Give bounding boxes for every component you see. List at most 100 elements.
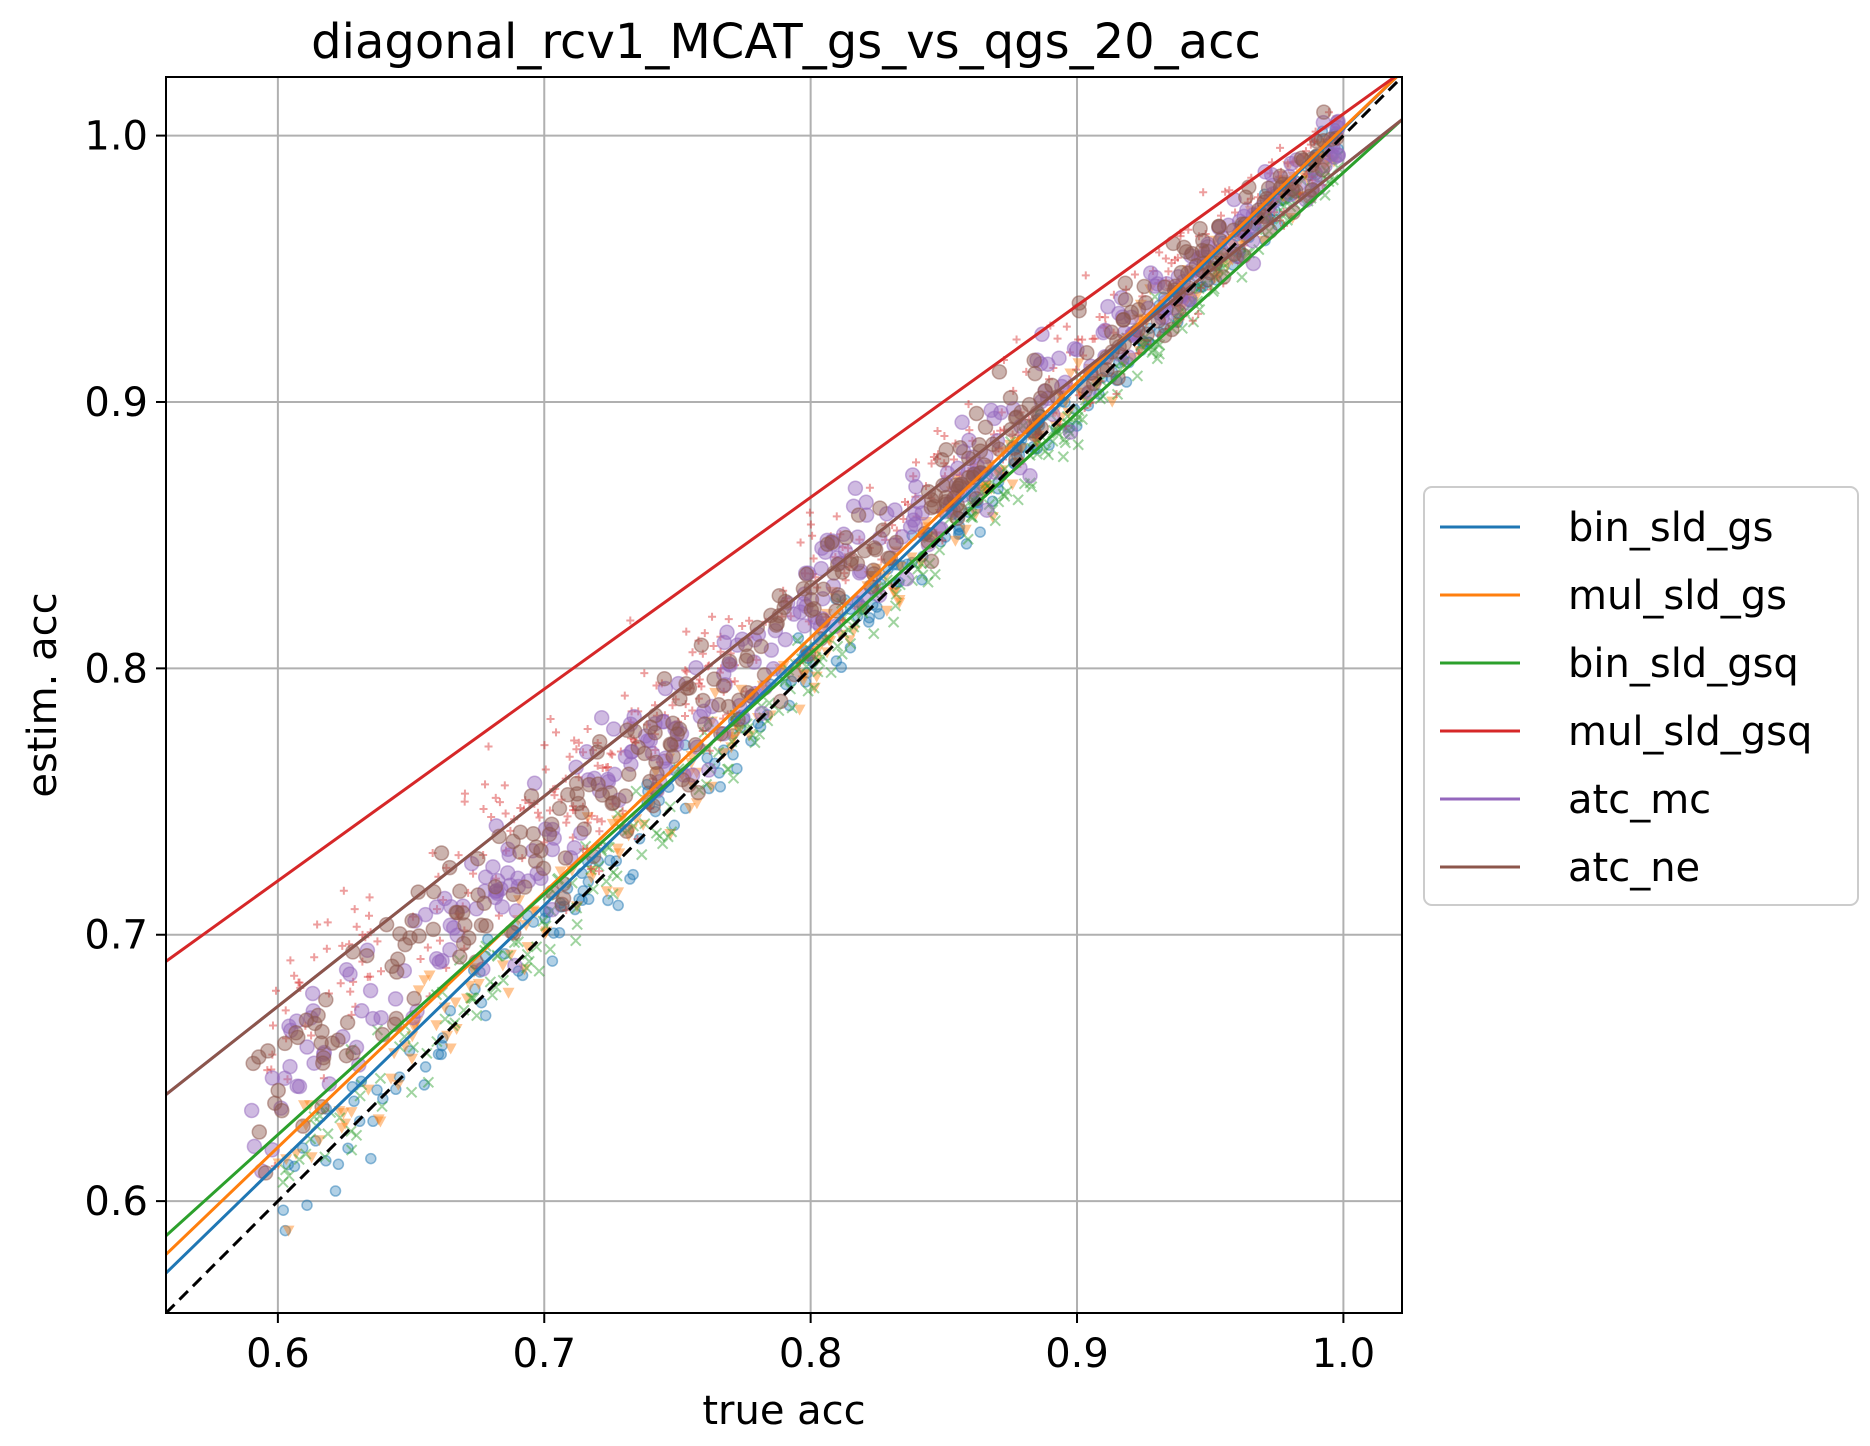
point-mul_sld_gs-105 — [1090, 379, 1103, 391]
point-mul_sld_gsq-334 — [1053, 334, 1062, 343]
chart-title: diagonal_rcv1_MCAT_gs_vs_qgs_20_acc — [311, 14, 1261, 70]
point-atc_mc-184 — [605, 721, 622, 737]
point-atc_ne-224 — [1258, 190, 1275, 207]
point-mul_sld_gs-88 — [606, 818, 619, 830]
legend-box — [1423, 486, 1859, 906]
y-tick-label-4: 1.0 — [84, 114, 148, 160]
point-atc_ne-165 — [803, 591, 820, 608]
point-mul_sld_gsq-159 — [346, 987, 355, 996]
point-atc_ne-168 — [523, 788, 540, 804]
point-atc_mc-122 — [264, 1070, 281, 1086]
point-bin_sld_gsq-178 — [906, 574, 919, 587]
point-bin_sld_gs-28 — [714, 781, 727, 793]
point-mul_sld_gs-57 — [298, 1100, 310, 1112]
point-atc_ne-254 — [315, 1055, 331, 1071]
point-mul_sld_gsq-5 — [574, 738, 583, 747]
legend: bin_sld_gs mul_sld_gs bin_sld_gsq mul_sld_g… — [1423, 486, 1859, 906]
point-bin_sld_gs-155 — [329, 1185, 342, 1197]
point-mul_sld_gs-7 — [637, 819, 650, 831]
point-mul_sld_gsq-377 — [964, 400, 973, 409]
point-atc_ne-56 — [815, 581, 832, 597]
point-mul_sld_gsq-220 — [290, 971, 299, 980]
point-mul_sld_gs-115 — [1221, 260, 1234, 272]
point-mul_sld_gs-37 — [979, 480, 992, 492]
point-bin_sld_gs-226 — [419, 1061, 432, 1073]
point-atc_ne-211 — [711, 697, 727, 713]
point-bin_sld_gs-87 — [792, 632, 805, 644]
point-mul_sld_gsq-358 — [865, 483, 874, 492]
point-atc_ne-195 — [411, 928, 427, 944]
point-mul_sld_gsq-145 — [583, 725, 592, 734]
y-tick-label-1: 0.7 — [84, 913, 148, 959]
point-mul_sld_gs-87 — [345, 1107, 358, 1119]
point-bin_sld_gsq-148 — [1064, 427, 1077, 440]
point-mul_sld_gsq-50 — [1101, 313, 1110, 322]
point-bin_sld_gsq-51 — [966, 511, 979, 524]
point-mul_sld_gsq-339 — [1167, 259, 1176, 268]
point-mul_sld_gsq-92 — [688, 706, 697, 715]
point-atc_ne-328 — [1284, 181, 1300, 197]
point-mul_sld_gs-170 — [1172, 318, 1185, 330]
point-mul_sld_gs-153 — [611, 843, 624, 855]
point-mul_sld_gsq-226 — [1155, 248, 1164, 257]
point-mul_sld_gs-140 — [888, 587, 901, 599]
point-bin_sld_gs-254 — [301, 1199, 313, 1211]
point-mul_sld_gs-193 — [406, 1053, 418, 1065]
diagonal-reference-line — [166, 77, 1402, 1313]
point-atc_ne-312 — [528, 839, 545, 855]
point-atc_ne-47 — [404, 912, 420, 929]
point-mul_sld_gsq-124 — [373, 937, 382, 946]
point-bin_sld_gs-134 — [393, 1071, 406, 1083]
point-bin_sld_gsq-236 — [308, 1110, 320, 1123]
point-mul_sld_gsq-391 — [587, 811, 596, 820]
fit-line-mul_sld_gs — [166, 77, 1399, 1256]
point-bin_sld_gs-223 — [799, 676, 812, 688]
point-mul_sld_gsq-156 — [640, 669, 649, 678]
point-atc_ne-278 — [406, 990, 422, 1007]
point-mul_sld_gs-196 — [808, 682, 821, 694]
point-mul_sld_gsq-62 — [313, 920, 322, 929]
point-mul_sld_gs-157 — [520, 920, 533, 932]
point-atc_ne-142 — [470, 850, 486, 867]
point-mul_sld_gsq-271 — [338, 941, 347, 950]
point-mul_sld_gsq-2 — [805, 508, 814, 517]
point-mul_sld_gs-84 — [441, 1030, 454, 1042]
point-mul_sld_gsq-314 — [904, 500, 913, 509]
point-mul_sld_gs-276 — [313, 1135, 326, 1147]
point-atc_ne-115 — [828, 603, 844, 619]
point-mul_sld_gsq-76 — [377, 967, 386, 976]
point-mul_sld_gs-96 — [949, 535, 962, 547]
point-atc_ne-305 — [543, 816, 560, 832]
point-mul_sld_gsq-236 — [349, 977, 358, 986]
point-mul_sld_gsq-51 — [626, 616, 635, 625]
point-mul_sld_gs-123 — [1006, 479, 1019, 491]
point-mul_sld_gsq-368 — [271, 986, 280, 995]
point-atc_ne-313 — [753, 638, 769, 655]
point-mul_sld_gs-43 — [461, 993, 473, 1005]
point-mul_sld_gsq-166 — [501, 809, 510, 818]
point-bin_sld_gsq-226 — [374, 1072, 387, 1085]
point-mul_sld_gsq-79 — [432, 905, 441, 914]
point-mul_sld_gs-60 — [991, 468, 1004, 479]
point-mul_sld_gs-117 — [893, 595, 906, 606]
point-atc_mc-225 — [289, 1078, 305, 1094]
point-atc_mc-306 — [373, 1009, 389, 1026]
point-bin_sld_gsq-9 — [998, 490, 1011, 503]
point-mul_sld_gsq-371 — [1199, 188, 1208, 197]
point-mul_sld_gs-242 — [423, 970, 436, 982]
point-bin_sld_gs-255 — [553, 926, 566, 939]
point-atc_ne-284 — [830, 587, 846, 603]
point-bin_sld_gsq-129 — [997, 488, 1010, 500]
point-mul_sld_gsq-376 — [724, 615, 733, 624]
point-mul_sld_gsq-361 — [996, 426, 1005, 435]
point-atc_ne-267 — [1123, 304, 1140, 321]
point-mul_sld_gsq-412 — [602, 763, 611, 772]
point-bin_sld_gsq-39 — [836, 648, 848, 660]
point-mul_sld_gsq-404 — [1074, 391, 1083, 400]
point-mul_sld_gsq-317 — [697, 682, 706, 691]
point-bin_sld_gs-174 — [974, 526, 986, 538]
point-mul_sld_gsq-204 — [563, 812, 572, 821]
point-mul_sld_gsq-157 — [681, 666, 690, 675]
point-bin_sld_gs-163 — [627, 868, 639, 881]
point-atc_mc-254 — [353, 1003, 370, 1019]
